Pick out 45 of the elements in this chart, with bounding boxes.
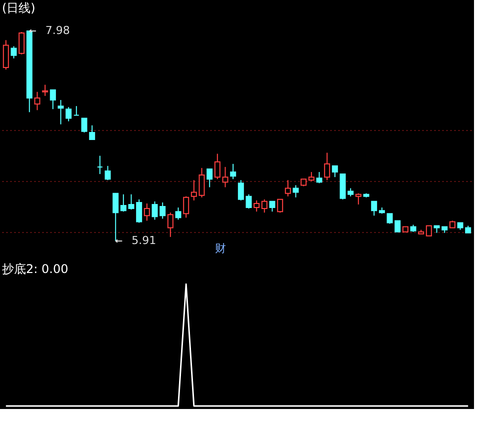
candlestick (183, 196, 190, 218)
candlestick (238, 180, 244, 201)
candlestick (284, 180, 291, 197)
candlestick (10, 46, 17, 59)
candlestick (58, 99, 64, 125)
candlestick (96, 155, 103, 175)
annotation: 5.91 (132, 234, 156, 247)
text: 财 (215, 242, 226, 255)
candlestick (246, 194, 252, 210)
candlestick (269, 200, 276, 212)
candlestick (34, 91, 40, 111)
candlestick (18, 32, 25, 55)
candlestick (261, 198, 268, 214)
candlestick (332, 165, 338, 178)
candlestick (175, 207, 182, 220)
candlestick (66, 106, 72, 122)
candlestick (73, 106, 80, 116)
candlestick (42, 84, 48, 96)
candlestick (2, 40, 9, 70)
candlestick (190, 180, 197, 201)
candlestick (112, 192, 119, 242)
chart-title: (日线) (2, 1, 36, 15)
candlestick (355, 192, 362, 205)
candlestick (120, 194, 126, 212)
candlestick (206, 168, 213, 188)
chart-title: 抄底2: 0.00 (2, 262, 68, 276)
candlestick (104, 165, 111, 181)
candlestick (167, 212, 174, 238)
candlestick (292, 184, 299, 198)
annotation: 7.98 (45, 24, 70, 37)
candlestick (214, 153, 220, 180)
candlestick (144, 202, 150, 222)
candlestick (89, 124, 96, 140)
candlestick (222, 166, 228, 188)
candlestick (198, 167, 205, 198)
candlestick (316, 172, 322, 184)
candlestick (81, 118, 88, 133)
candlestick (324, 152, 330, 181)
candlestick (230, 163, 236, 180)
candlestick (277, 198, 284, 214)
candlestick (426, 225, 432, 236)
candlestick (308, 172, 314, 182)
candlestick (254, 200, 260, 212)
candlestick (371, 200, 378, 216)
candlestick (50, 89, 56, 110)
